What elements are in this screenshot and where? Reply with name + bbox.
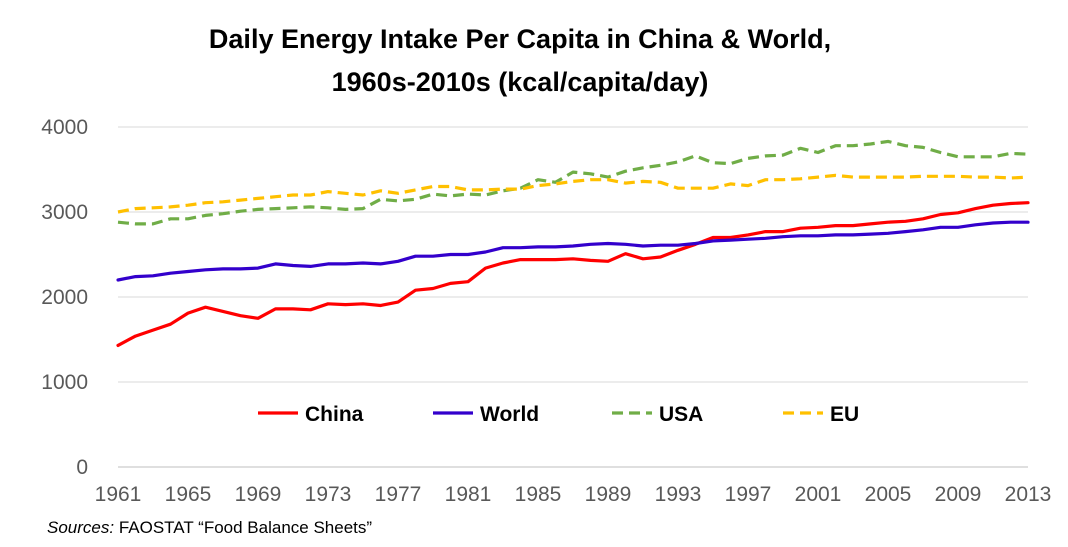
y-tick-label: 1000 <box>41 371 88 394</box>
y-tick-label: 3000 <box>41 201 88 224</box>
x-tick-label: 1993 <box>655 483 702 506</box>
y-axis-ticks: 0 1000 2000 3000 4000 <box>41 116 88 479</box>
y-tick-label: 2000 <box>41 286 88 309</box>
x-tick-label: 2013 <box>1005 483 1052 506</box>
x-tick-label: 2005 <box>865 483 912 506</box>
legend-label-china: China <box>305 403 364 426</box>
x-tick-label: 1997 <box>725 483 772 506</box>
x-axis-ticks: 1961 1965 1969 1973 1977 1981 1985 1989 1993 1997… <box>95 483 1052 506</box>
x-tick-label: 1961 <box>95 483 142 506</box>
x-tick-label: 1969 <box>235 483 282 506</box>
x-tick-label: 1989 <box>585 483 632 506</box>
x-tick-label: 1973 <box>305 483 352 506</box>
x-tick-label: 2001 <box>795 483 842 506</box>
legend-label-usa: USA <box>659 403 703 426</box>
legend-label-eu: EU <box>830 403 859 426</box>
source-text: FAOSTAT “Food Balance Sheets” <box>114 518 373 537</box>
source-label: Sources: <box>47 518 115 537</box>
y-tick-label: 0 <box>76 456 88 479</box>
chart-title-line-2: 1960s-2010s (kcal/capita/day) <box>332 67 709 97</box>
series-line-china <box>116 201 1030 347</box>
legend: China World USA EU <box>258 403 859 426</box>
series-lines <box>116 139 1030 347</box>
x-tick-label: 1965 <box>165 483 212 506</box>
legend-label-world: World <box>480 403 539 426</box>
gridlines <box>118 126 1028 468</box>
series-line-eu <box>117 173 1029 214</box>
series-line-world <box>116 220 1030 282</box>
x-tick-label: 2009 <box>935 483 982 506</box>
source-note: Sources: FAOSTAT “Food Balance Sheets” <box>47 518 372 538</box>
x-tick-label: 1981 <box>445 483 492 506</box>
series-line-usa <box>117 139 1029 226</box>
x-tick-label: 1977 <box>375 483 422 506</box>
chart-title-line-1: Daily Energy Intake Per Capita in China … <box>209 24 831 54</box>
x-tick-label: 1985 <box>515 483 562 506</box>
y-tick-label: 4000 <box>41 116 88 139</box>
